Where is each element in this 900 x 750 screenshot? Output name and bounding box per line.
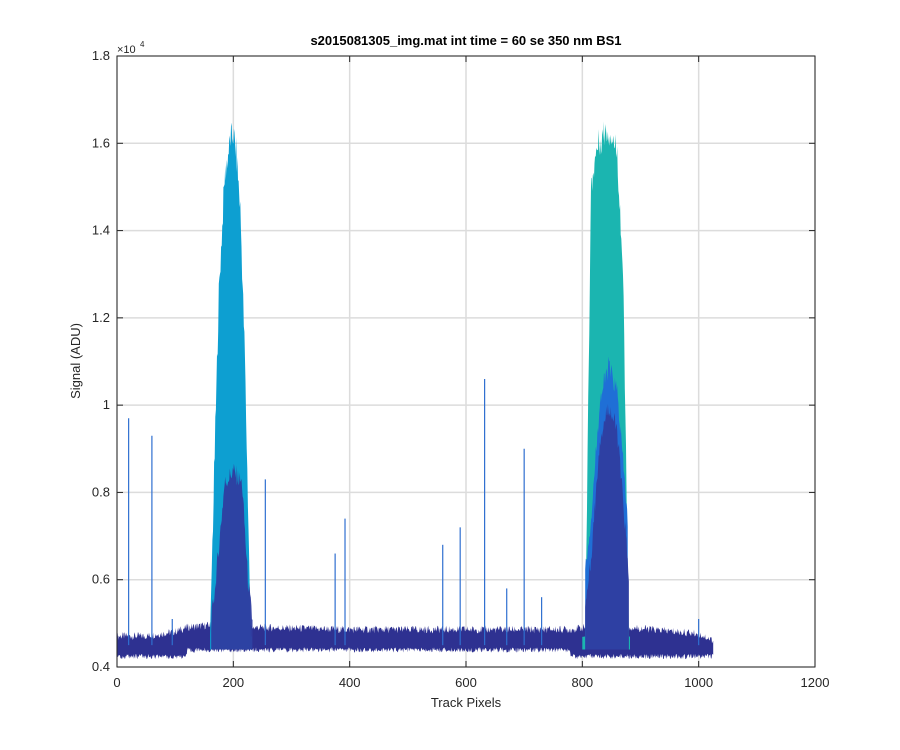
y-tick-label: 1: [103, 397, 110, 412]
chart-title: s2015081305_img.mat int time = 60 se 350…: [310, 33, 621, 48]
x-tick-label: 0: [113, 675, 120, 690]
x-tick-labels: 0 200 400 600 800 1000 1200: [113, 675, 829, 690]
right-peak-core: [585, 403, 629, 650]
y-tick-label: 1.4: [92, 223, 110, 238]
baseline-band: [117, 621, 714, 660]
left-peak-core: [211, 463, 253, 650]
tick-marks: [116, 55, 816, 668]
x-tick-label: 600: [455, 675, 477, 690]
y-exponent-power: 4: [140, 40, 145, 49]
data-layer: [117, 121, 714, 660]
x-tick-label: 1200: [801, 675, 830, 690]
y-tick-labels: 0.4 0.6 0.8 1 1.2 1.4 1.6 1.8: [92, 48, 110, 674]
x-tick-label: 200: [222, 675, 244, 690]
y-tick-label: 1.2: [92, 310, 110, 325]
y-exponent-base: ×10: [117, 44, 136, 56]
y-exponent-label: ×10 4: [117, 40, 145, 56]
y-tick-label: 0.4: [92, 659, 110, 674]
y-tick-label: 1.8: [92, 48, 110, 63]
x-tick-label: 1000: [684, 675, 713, 690]
x-tick-label: 400: [339, 675, 361, 690]
y-axis-label: Signal (ADU): [68, 323, 83, 399]
y-tick-label: 1.6: [92, 135, 110, 150]
x-axis-label: Track Pixels: [431, 695, 502, 710]
y-tick-label: 0.8: [92, 484, 110, 499]
x-tick-label: 800: [571, 675, 593, 690]
plot-area: [116, 55, 816, 668]
y-tick-label: 0.6: [92, 572, 110, 587]
